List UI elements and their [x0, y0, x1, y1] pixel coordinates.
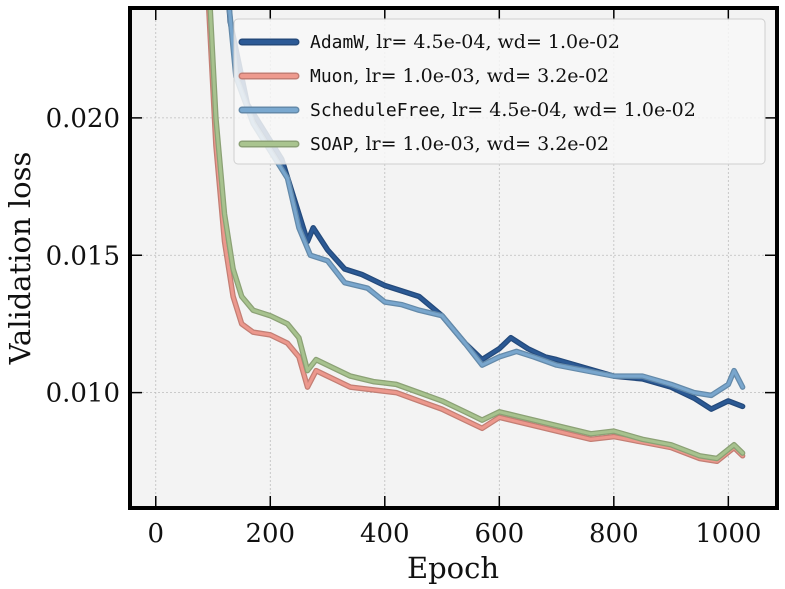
x-tick-label: 600 [474, 519, 524, 549]
legend-label-schedulefree: ScheduleFree, lr= 4.5e-04, wd= 1.0e-02 [310, 99, 696, 121]
axis-ticks: 0 200 400 600 800 1000 0.010 0.015 0.020 [46, 10, 775, 549]
y-tick-label: 0.010 [46, 379, 120, 409]
legend: AdamW, lr= 4.5e-04, wd= 1.0e-02 Muon, lr=… [233, 18, 766, 165]
x-axis-label: Epoch [407, 551, 499, 585]
y-axis-label: Validation loss [3, 152, 37, 366]
legend-label-adamw: AdamW, lr= 4.5e-04, wd= 1.0e-02 [310, 31, 620, 53]
legend-label-soap: SOAP, lr= 1.0e-03, wd= 3.2e-02 [310, 133, 609, 155]
legend-label-muon: Muon, lr= 1.0e-03, wd= 3.2e-02 [310, 65, 609, 87]
series-line-soap [208, 8, 745, 460]
x-tick-label: 1000 [695, 519, 761, 549]
x-tick-label: 200 [245, 519, 295, 549]
series-line-schedulefree [227, 8, 745, 397]
y-tick-label: 0.015 [46, 241, 120, 271]
x-tick-label: 400 [360, 519, 410, 549]
plot-frame [128, 6, 779, 510]
legend-box [233, 18, 766, 165]
x-tick-label: 800 [589, 519, 639, 549]
x-tick-label: 0 [147, 519, 164, 549]
y-tick-label: 0.020 [46, 104, 120, 134]
grid-lines [130, 8, 777, 508]
series-lines [205, 8, 746, 465]
